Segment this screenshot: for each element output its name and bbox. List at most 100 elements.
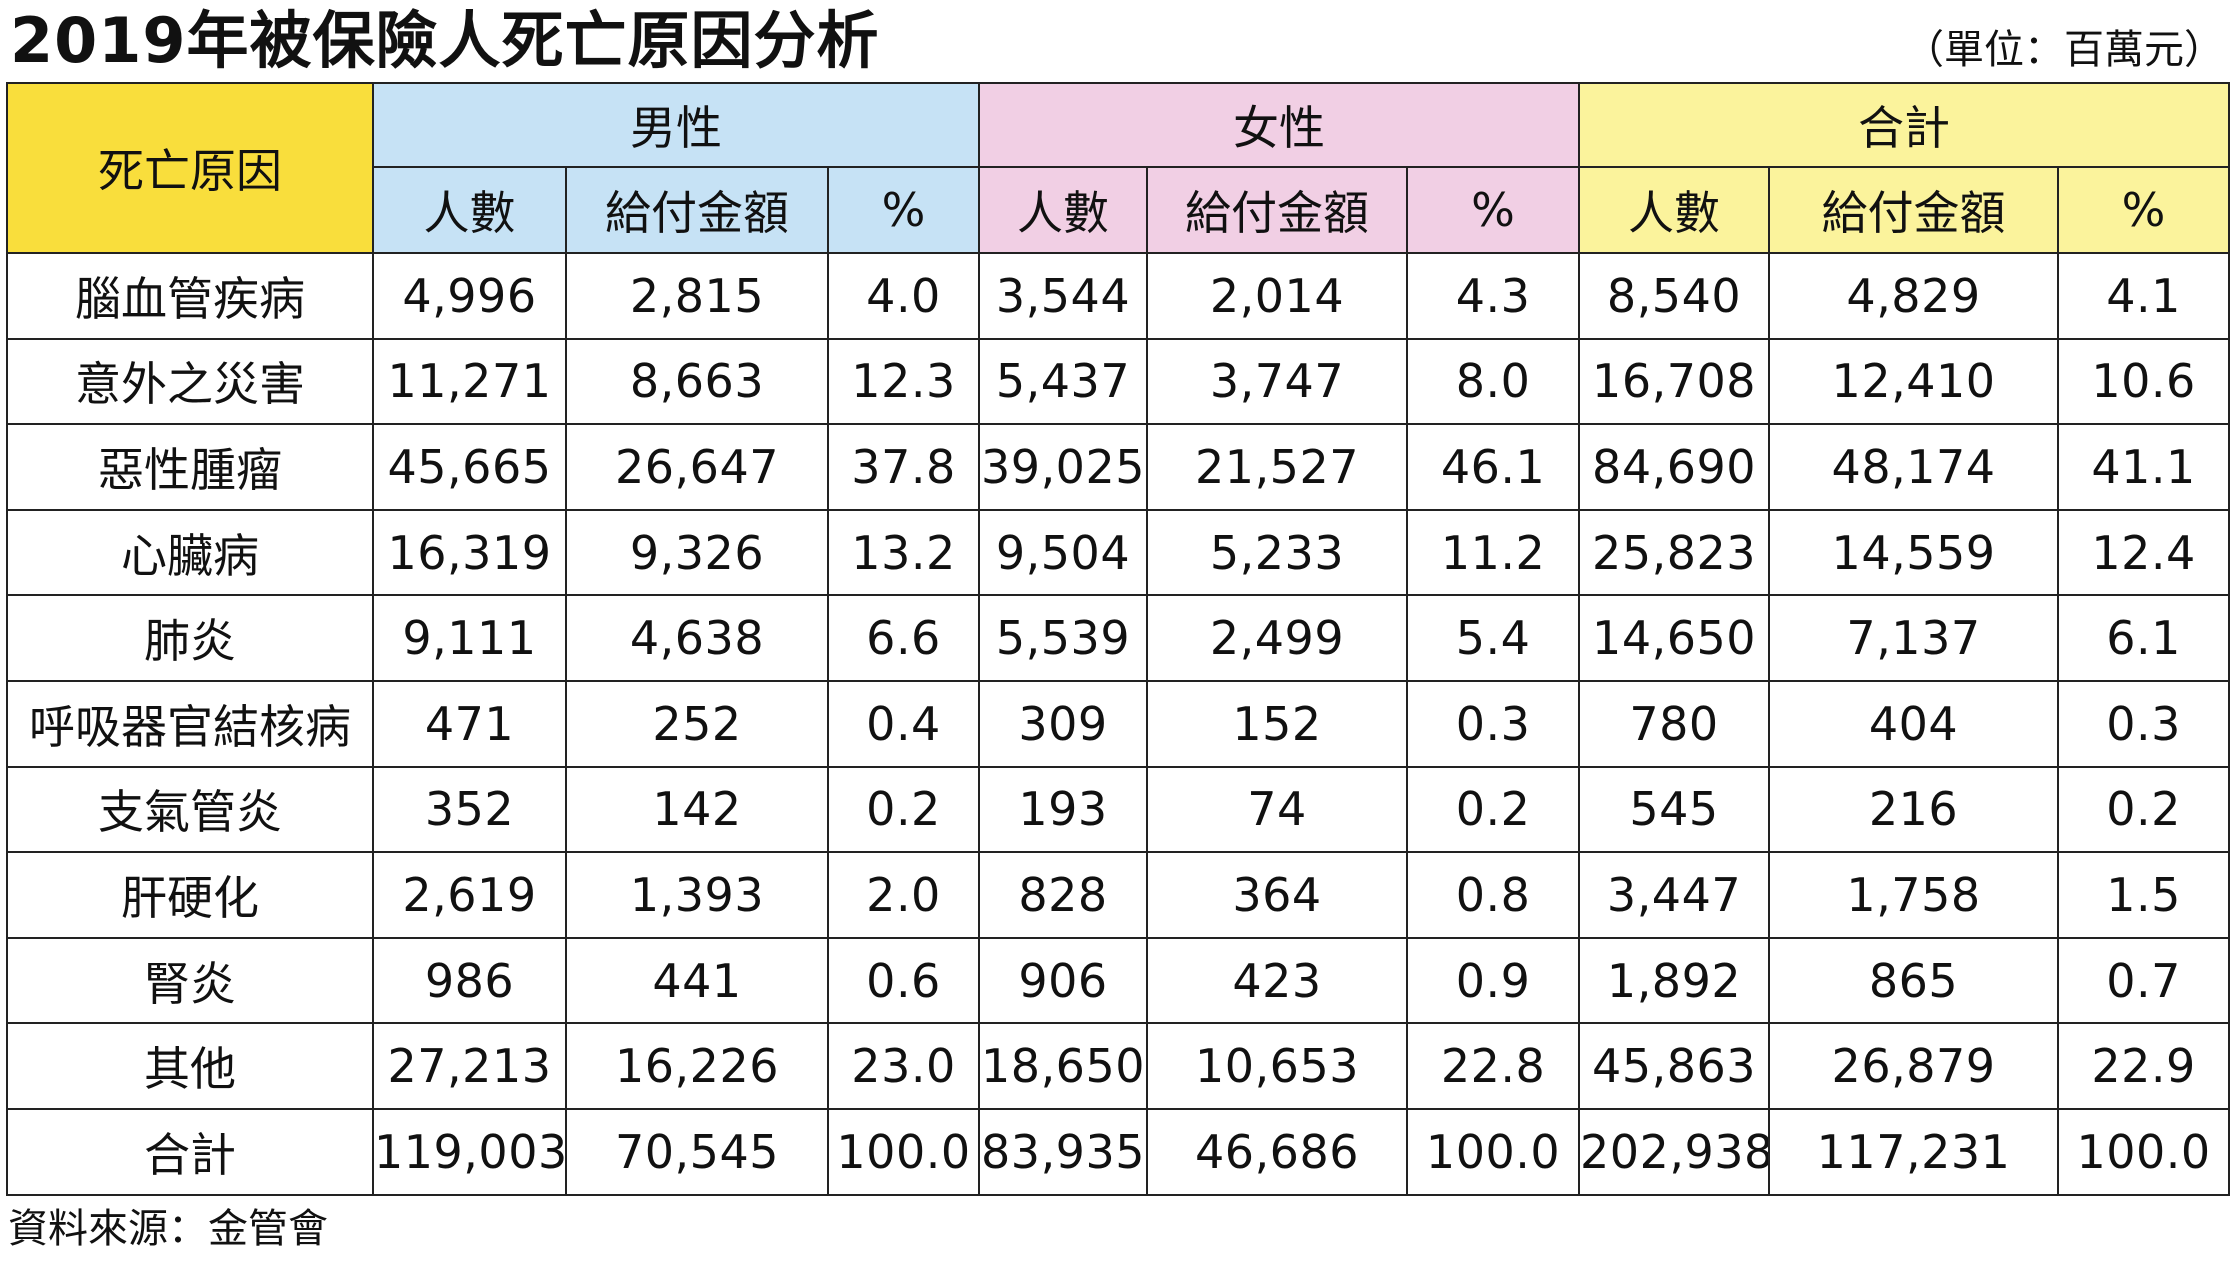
female-count-cell: 5,539 bbox=[978, 594, 1149, 682]
male-percent-cell: 23.0 bbox=[826, 1022, 981, 1110]
table-row: 心臟病 16,319 9,326 13.2 9,504 5,233 11.2 25,823 14… bbox=[6, 508, 2231, 597]
cause-cell: 意外之災害 bbox=[6, 337, 374, 426]
table-row: 其他 27,213 16,226 23.0 18,650 10,653 22.8 45,863… bbox=[6, 1022, 2231, 1110]
male-amount-cell: 142 bbox=[565, 765, 829, 854]
male-count-cell: 2,619 bbox=[372, 851, 567, 939]
female-amount-cell: 152 bbox=[1146, 679, 1409, 768]
female-count-cell: 9,504 bbox=[978, 508, 1149, 597]
male-percent-cell: 37.8 bbox=[826, 423, 981, 511]
table-row: 肺炎 9,111 4,638 6.6 5,539 2,499 5.4 14,650 7,137 6… bbox=[6, 594, 2231, 682]
male-percent-cell: 4.0 bbox=[826, 252, 981, 340]
total-percent-cell: 41.1 bbox=[2057, 423, 2231, 511]
male-amount-cell: 70,545 bbox=[565, 1107, 829, 1196]
male-count-cell: 9,111 bbox=[372, 594, 567, 682]
male-amount-cell: 2,815 bbox=[565, 252, 829, 340]
total-percent-cell: 12.4 bbox=[2057, 508, 2231, 597]
table-row: 合計 119,003 70,545 100.0 83,935 46,686 100.0 202… bbox=[6, 1107, 2231, 1196]
total-amount-cell: 865 bbox=[1768, 936, 2060, 1025]
total-percent-cell: 0.7 bbox=[2057, 936, 2231, 1025]
cause-cell: 呼吸器官結核病 bbox=[6, 679, 374, 768]
female-percent-cell: 22.8 bbox=[1406, 1022, 1581, 1110]
male-percent-cell: 6.6 bbox=[826, 594, 981, 682]
female-percent-cell: 11.2 bbox=[1406, 508, 1581, 597]
total-amount-cell: 48,174 bbox=[1768, 423, 2060, 511]
total-percent-cell: 10.6 bbox=[2057, 337, 2231, 426]
female-count-cell: 39,025 bbox=[978, 423, 1149, 511]
female-amount-header: 給付金額 bbox=[1146, 166, 1409, 254]
female-amount-cell: 2,499 bbox=[1146, 594, 1409, 682]
total-percent-header: % bbox=[2057, 166, 2231, 254]
female-percent-cell: 0.2 bbox=[1406, 765, 1581, 854]
female-amount-cell: 364 bbox=[1146, 851, 1409, 939]
female-count-cell: 309 bbox=[978, 679, 1149, 768]
male-count-cell: 27,213 bbox=[372, 1022, 567, 1110]
cause-cell: 肺炎 bbox=[6, 594, 374, 682]
male-amount-cell: 16,226 bbox=[565, 1022, 829, 1110]
total-percent-cell: 4.1 bbox=[2057, 252, 2231, 340]
cause-cell: 支氣管炎 bbox=[6, 765, 374, 854]
page-title: 2019年被保險人死亡原因分析 bbox=[10, 4, 880, 77]
female-amount-cell: 74 bbox=[1146, 765, 1409, 854]
female-amount-cell: 2,014 bbox=[1146, 252, 1409, 340]
female-percent-cell: 0.8 bbox=[1406, 851, 1581, 939]
male-count-cell: 11,271 bbox=[372, 337, 567, 426]
male-amount-header: 給付金額 bbox=[565, 166, 829, 254]
male-amount-cell: 8,663 bbox=[565, 337, 829, 426]
female-percent-cell: 4.3 bbox=[1406, 252, 1581, 340]
cause-cell: 合計 bbox=[6, 1107, 374, 1196]
male-count-cell: 16,319 bbox=[372, 508, 567, 597]
cause-cell: 心臟病 bbox=[6, 508, 374, 597]
male-percent-cell: 0.2 bbox=[826, 765, 981, 854]
female-count-cell: 906 bbox=[978, 936, 1149, 1025]
total-amount-cell: 12,410 bbox=[1768, 337, 2060, 426]
table-row: 呼吸器官結核病 471 252 0.4 309 152 0.3 780 404 0.3 bbox=[6, 679, 2231, 768]
total-percent-cell: 1.5 bbox=[2057, 851, 2231, 939]
table-row: 腦血管疾病 4,996 2,815 4.0 3,544 2,014 4.3 8,540 4,82… bbox=[6, 252, 2231, 340]
cause-cell: 惡性腫瘤 bbox=[6, 423, 374, 511]
female-percent-header: % bbox=[1406, 166, 1581, 254]
female-percent-cell: 100.0 bbox=[1406, 1107, 1581, 1196]
female-count-cell: 193 bbox=[978, 765, 1149, 854]
table-row: 支氣管炎 352 142 0.2 193 74 0.2 545 216 0.2 bbox=[6, 765, 2231, 854]
total-amount-cell: 14,559 bbox=[1768, 508, 2060, 597]
death-cause-table: 死亡原因 男性 女性 合計 人數 給付金額 % 人數 給付金額 % 人數 給付金… bbox=[6, 82, 2231, 1196]
female-count-header: 人數 bbox=[978, 166, 1149, 254]
female-amount-cell: 21,527 bbox=[1146, 423, 1409, 511]
female-amount-cell: 10,653 bbox=[1146, 1022, 1409, 1110]
male-count-cell: 45,665 bbox=[372, 423, 567, 511]
total-amount-header: 給付金額 bbox=[1768, 166, 2060, 254]
male-count-cell: 471 bbox=[372, 679, 567, 768]
female-count-cell: 828 bbox=[978, 851, 1149, 939]
total-count-cell: 545 bbox=[1578, 765, 1771, 854]
female-percent-cell: 0.3 bbox=[1406, 679, 1581, 768]
male-percent-cell: 100.0 bbox=[826, 1107, 981, 1196]
male-count-header: 人數 bbox=[372, 166, 567, 254]
male-count-cell: 352 bbox=[372, 765, 567, 854]
male-amount-cell: 441 bbox=[565, 936, 829, 1025]
cause-cell: 肝硬化 bbox=[6, 851, 374, 939]
female-percent-cell: 8.0 bbox=[1406, 337, 1581, 426]
female-amount-cell: 423 bbox=[1146, 936, 1409, 1025]
total-amount-cell: 404 bbox=[1768, 679, 2060, 768]
female-count-cell: 83,935 bbox=[978, 1107, 1149, 1196]
total-amount-cell: 7,137 bbox=[1768, 594, 2060, 682]
cause-cell: 腎炎 bbox=[6, 936, 374, 1025]
female-amount-cell: 5,233 bbox=[1146, 508, 1409, 597]
total-count-cell: 45,863 bbox=[1578, 1022, 1771, 1110]
group-header-total: 合計 bbox=[1578, 82, 2231, 168]
cause-cell: 其他 bbox=[6, 1022, 374, 1110]
female-count-cell: 3,544 bbox=[978, 252, 1149, 340]
total-count-cell: 3,447 bbox=[1578, 851, 1771, 939]
table-row: 意外之災害 11,271 8,663 12.3 5,437 3,747 8.0 16,708 1… bbox=[6, 337, 2231, 426]
male-amount-cell: 252 bbox=[565, 679, 829, 768]
total-percent-cell: 6.1 bbox=[2057, 594, 2231, 682]
total-count-cell: 25,823 bbox=[1578, 508, 1771, 597]
total-count-cell: 84,690 bbox=[1578, 423, 1771, 511]
male-percent-cell: 0.4 bbox=[826, 679, 981, 768]
total-amount-cell: 117,231 bbox=[1768, 1107, 2060, 1196]
total-count-cell: 8,540 bbox=[1578, 252, 1771, 340]
total-count-cell: 14,650 bbox=[1578, 594, 1771, 682]
table-row: 肝硬化 2,619 1,393 2.0 828 364 0.8 3,447 1,758 1.5 bbox=[6, 851, 2231, 939]
table-row: 腎炎 986 441 0.6 906 423 0.9 1,892 865 0.7 bbox=[6, 936, 2231, 1025]
source-note: 資料來源：金管會 bbox=[8, 1206, 328, 1252]
